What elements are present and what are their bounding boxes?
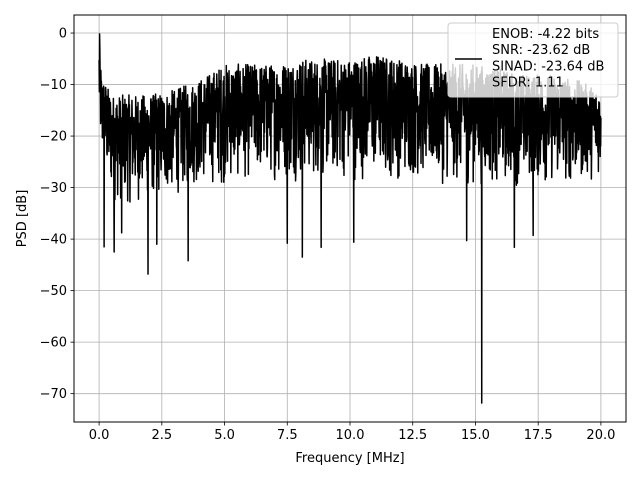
x-tick-label: 20.0 — [586, 428, 615, 443]
axis-ticks: 0.0 2.5 5.0 7.5 10.0 12.5 15.0 17.5 20.0 0 −10 −20 −… — [40, 27, 616, 443]
x-tick-label: 10.0 — [336, 428, 365, 443]
y-tick-label: −60 — [40, 336, 67, 351]
x-tick-label: 17.5 — [524, 428, 553, 443]
x-tick-label: 7.5 — [277, 428, 298, 443]
y-tick-label: −50 — [40, 284, 67, 299]
y-tick-label: −20 — [40, 130, 67, 145]
plot-area — [98, 33, 602, 404]
legend-entry: SFDR: 1.11 — [492, 76, 564, 91]
x-tick-label: 2.5 — [151, 428, 172, 443]
psd-series-line — [98, 33, 602, 404]
legend-entry: ENOB: -4.22 bits — [492, 27, 599, 42]
y-tick-label: −70 — [40, 387, 67, 402]
legend-entry: SINAD: -23.64 dB — [492, 59, 604, 74]
y-tick-label: −10 — [40, 78, 67, 93]
y-tick-label: 0 — [59, 27, 67, 42]
y-tick-label: −30 — [40, 181, 67, 196]
y-axis-title: PSD [dB] — [15, 190, 30, 248]
legend-entry: SNR: -23.62 dB — [492, 43, 590, 58]
x-tick-label: 15.0 — [461, 428, 490, 443]
legend-box — [447, 22, 619, 98]
x-tick-label: 12.5 — [398, 428, 427, 443]
y-tick-label: −40 — [40, 233, 67, 248]
x-tick-label: 0.0 — [89, 428, 110, 443]
x-tick-label: 5.0 — [214, 428, 235, 443]
x-axis-title: Frequency [MHz] — [295, 451, 404, 466]
